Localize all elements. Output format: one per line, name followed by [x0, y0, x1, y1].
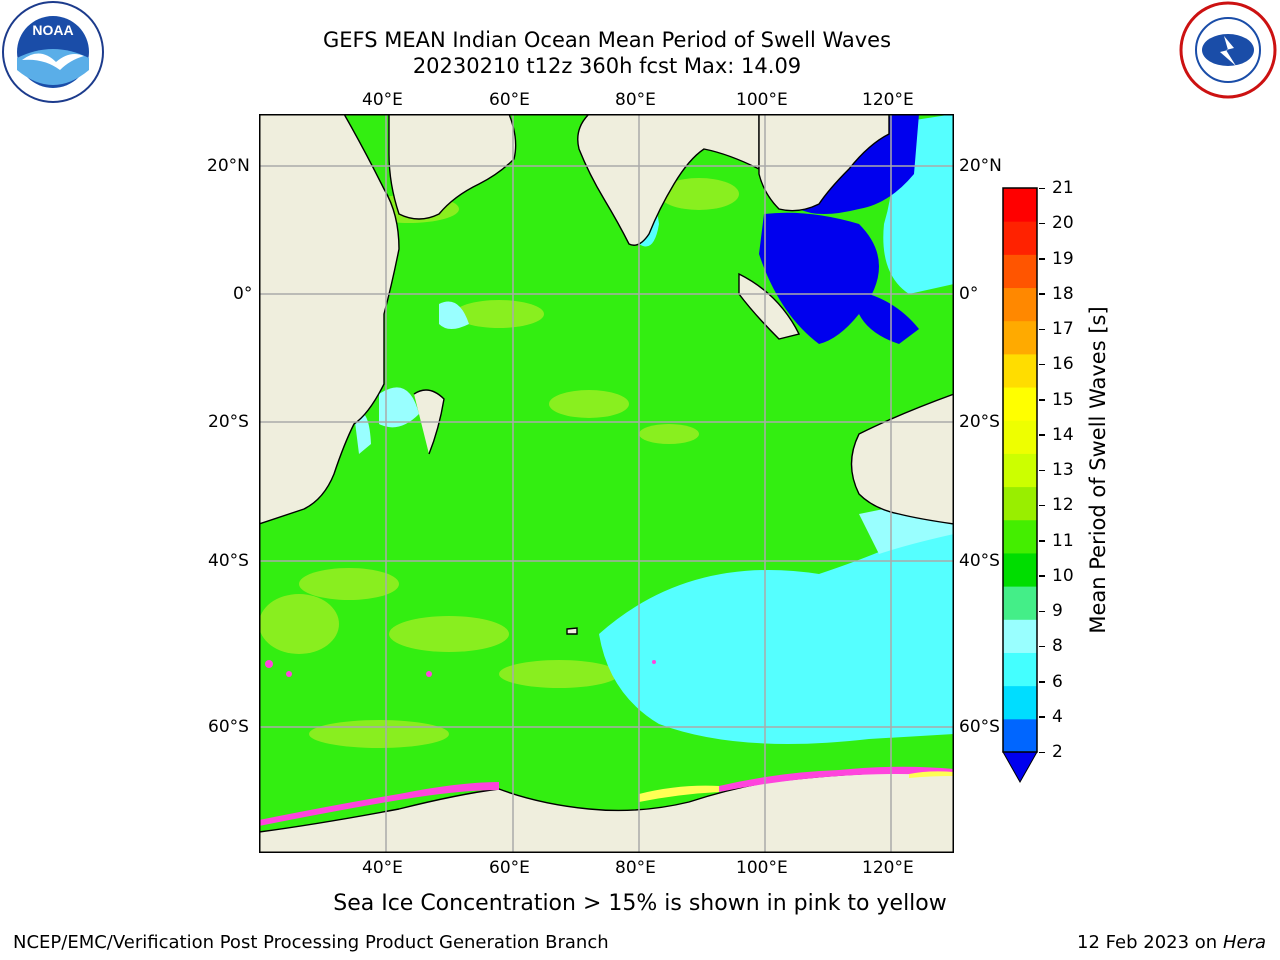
nws-logo [1179, 1, 1277, 99]
colorbar-tick-mark [1039, 575, 1045, 577]
colorbar-tick-mark [1039, 222, 1045, 225]
colorbar-band [1003, 652, 1037, 687]
map-frame [259, 114, 954, 853]
colorbar-band [1003, 519, 1037, 554]
colorbar-tick-mark [1039, 716, 1045, 718]
footer-right: 12 Feb 2023 on Hera [1077, 932, 1266, 953]
colorbar-tick-label: 21 [1052, 178, 1074, 198]
sea-ice-edge [259, 660, 954, 826]
chart-subtitle: 20230210 t12z 360h fcst Max: 14.09 [412, 54, 802, 78]
colorbar-tick-mark [1039, 469, 1045, 471]
colorbar-band [1003, 387, 1037, 421]
colorbar-tick-label: 14 [1052, 424, 1074, 445]
chart-title: GEFS MEAN Indian Ocean Mean Period of Sw… [322, 28, 892, 52]
colorbar-tick-label: 12 [1052, 495, 1074, 516]
colorbar-band [1003, 320, 1037, 355]
colorbar-tick-mark [1039, 187, 1045, 189]
right-lat-label: 60°S [959, 717, 1000, 737]
colorbar-tick-mark [1039, 293, 1045, 295]
colorbar-tick-mark [1039, 363, 1045, 366]
colorbar-band [1003, 453, 1037, 488]
left-lat-label: 60°S [208, 717, 249, 737]
top-lon-label: 80°E [615, 90, 656, 110]
colorbar-band [1003, 685, 1037, 720]
colorbar-tick-label: 15 [1052, 389, 1074, 410]
top-lon-label: 40°E [362, 90, 403, 110]
colorbar-tick-mark [1039, 258, 1045, 260]
colorbar-band [1003, 486, 1037, 521]
colorbar-band [1003, 420, 1037, 454]
colorbar-tick-label: 10 [1052, 565, 1074, 586]
footer-host: Hera [1222, 932, 1266, 953]
colorbar-tick-mark [1039, 434, 1045, 436]
colorbar-tick-label: 6 [1052, 671, 1063, 692]
right-lat-label: 20°N [959, 156, 1002, 176]
colorbar-tick-mark [1039, 681, 1045, 683]
colorbar-band [1003, 353, 1037, 388]
colorbar-band [1003, 287, 1037, 322]
bottom-lon-label: 100°E [736, 858, 788, 878]
se-asia-land [758, 114, 890, 212]
noaa-logo-text: NOAA [32, 22, 73, 38]
colorbar-tick-mark [1039, 399, 1045, 401]
land-masses [259, 114, 954, 853]
colorbar-band [1003, 619, 1037, 653]
colorbar-tick-mark [1039, 504, 1045, 507]
colorbar-tick-label: 11 [1052, 530, 1074, 551]
colorbar-title: Mean Period of Swell Waves [s] [1086, 306, 1110, 634]
left-lat-label: 0° [233, 284, 253, 304]
colorbar-tick-label: 13 [1052, 460, 1074, 480]
left-lat-label: 40°S [208, 551, 249, 571]
sea-ice-caption: Sea Ice Concentration > 15% is shown in … [333, 891, 947, 916]
colorbar-tick-label: 17 [1052, 319, 1074, 339]
australia-land [850, 393, 954, 525]
colorbar-tick-label: 18 [1052, 283, 1074, 304]
colorbar-band [1003, 221, 1037, 255]
colorbar-tick-mark [1039, 751, 1045, 753]
sumatra-land [738, 272, 801, 340]
colorbar-tick-mark [1039, 540, 1045, 542]
left-lat-label: 20°S [208, 412, 249, 432]
colorbar-band [1003, 254, 1037, 289]
top-lon-label: 120°E [862, 90, 914, 110]
colorbar-band [1003, 586, 1037, 620]
swell-period-map [259, 114, 954, 853]
colorbar-frame [1002, 187, 1038, 753]
india-land [577, 114, 760, 246]
colorbar-arrow [1002, 751, 1038, 784]
left-lat-label: 20°N [207, 156, 250, 176]
colorbar-band [1003, 552, 1037, 587]
noaa-logo: NOAA [2, 1, 104, 103]
top-lon-label: 60°E [489, 90, 530, 110]
colorbar-tick-mark [1039, 610, 1045, 612]
graticule [259, 114, 954, 853]
cyan-regions [354, 114, 954, 744]
bottom-lon-label: 60°E [489, 858, 530, 878]
footer-left: NCEP/EMC/Verification Post Processing Pr… [13, 932, 609, 953]
colorbar-tick-label: 20 [1052, 213, 1074, 234]
colorbar-band [1003, 718, 1037, 753]
top-lon-label: 100°E [736, 90, 788, 110]
bottom-lon-label: 80°E [615, 858, 656, 878]
colorbar-tick-label: 9 [1052, 601, 1063, 621]
colorbar-tick-mark [1039, 645, 1045, 648]
footer-date: 12 Feb 2023 on [1077, 932, 1218, 953]
colorbar-tick-label: 2 [1052, 742, 1063, 762]
right-lat-label: 0° [959, 284, 979, 304]
bottom-lon-label: 40°E [362, 858, 403, 878]
right-lat-label: 20°S [959, 412, 1000, 432]
colorbar-tick-label: 8 [1052, 636, 1063, 657]
right-lat-label: 40°S [959, 551, 1000, 571]
colorbar [1002, 187, 1038, 784]
island-small [566, 627, 578, 635]
colorbar-tick-label: 19 [1052, 248, 1074, 269]
colorbar-tick-label: 4 [1052, 706, 1063, 727]
colorbar-band [1003, 188, 1037, 222]
bottom-lon-label: 120°E [862, 858, 914, 878]
sea-ice-yellow [639, 771, 954, 802]
colorbar-tick-mark [1039, 328, 1045, 330]
colorbar-bands [1003, 188, 1037, 753]
colorbar-tick-label: 16 [1052, 354, 1074, 375]
